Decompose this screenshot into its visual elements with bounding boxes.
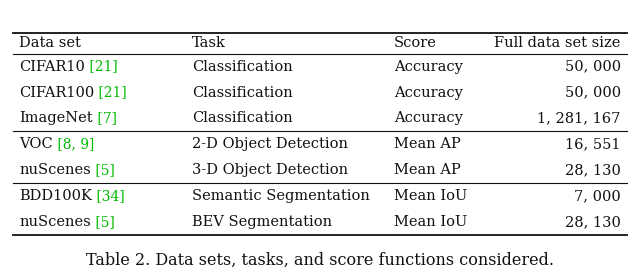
Text: [7]: [7]	[93, 111, 117, 125]
Text: [5]: [5]	[91, 163, 115, 177]
Text: 7, 000: 7, 000	[574, 189, 621, 203]
Text: Data set: Data set	[19, 36, 81, 50]
Text: 28, 130: 28, 130	[565, 163, 621, 177]
Text: BEV Segmentation: BEV Segmentation	[192, 215, 332, 229]
Text: [21]: [21]	[95, 86, 127, 100]
Text: Semantic Segmentation: Semantic Segmentation	[192, 189, 370, 203]
Text: Table 2. Data sets, tasks, and score functions considered.: Table 2. Data sets, tasks, and score fun…	[86, 251, 554, 268]
Text: 50, 000: 50, 000	[564, 86, 621, 100]
Text: [5]: [5]	[91, 215, 115, 229]
Text: [34]: [34]	[92, 189, 125, 203]
Text: [21]: [21]	[85, 60, 118, 74]
Text: BDD100K: BDD100K	[19, 189, 92, 203]
Text: Accuracy: Accuracy	[394, 86, 463, 100]
Text: nuScenes: nuScenes	[19, 215, 91, 229]
Text: Classification: Classification	[192, 86, 292, 100]
Text: Mean AP: Mean AP	[394, 163, 460, 177]
Text: Classification: Classification	[192, 60, 292, 74]
Text: 16, 551: 16, 551	[565, 138, 621, 151]
Text: Mean IoU: Mean IoU	[394, 215, 467, 229]
Text: 2-D Object Detection: 2-D Object Detection	[192, 138, 348, 151]
Text: Accuracy: Accuracy	[394, 111, 463, 125]
Text: Classification: Classification	[192, 111, 292, 125]
Text: Score: Score	[394, 36, 436, 50]
Text: 1, 281, 167: 1, 281, 167	[538, 111, 621, 125]
Text: Mean AP: Mean AP	[394, 138, 460, 151]
Text: Accuracy: Accuracy	[394, 60, 463, 74]
Text: nuScenes: nuScenes	[19, 163, 91, 177]
Text: CIFAR100: CIFAR100	[19, 86, 95, 100]
Text: ImageNet: ImageNet	[19, 111, 93, 125]
Text: Mean IoU: Mean IoU	[394, 189, 467, 203]
Text: Task: Task	[192, 36, 226, 50]
Text: 50, 000: 50, 000	[564, 60, 621, 74]
Text: VOC: VOC	[19, 138, 53, 151]
Text: [8, 9]: [8, 9]	[53, 138, 94, 151]
Text: Full data set size: Full data set size	[495, 36, 621, 50]
Text: 28, 130: 28, 130	[565, 215, 621, 229]
Text: 3-D Object Detection: 3-D Object Detection	[192, 163, 348, 177]
Text: CIFAR10: CIFAR10	[19, 60, 85, 74]
